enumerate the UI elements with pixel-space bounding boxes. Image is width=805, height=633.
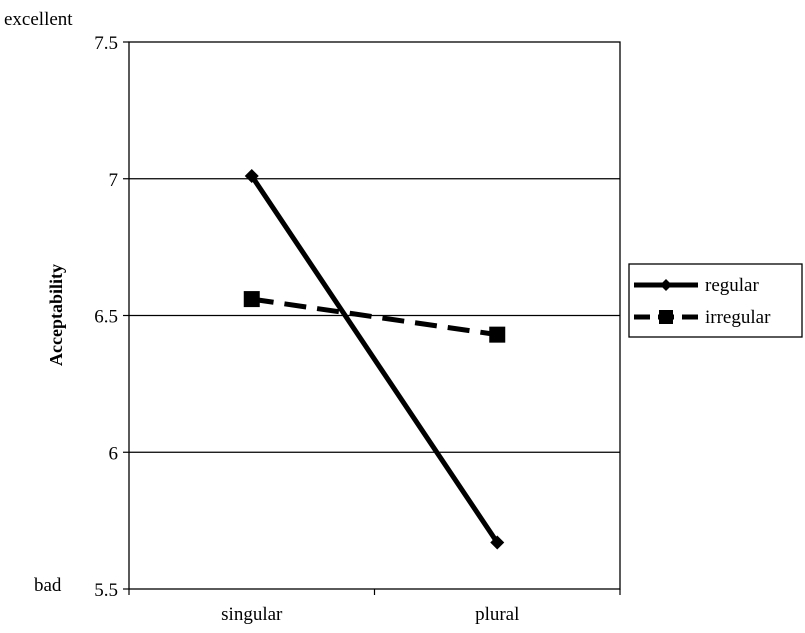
legend: regular irregular <box>628 263 803 338</box>
legend-label: regular <box>705 275 759 296</box>
annotation-top: excellent <box>4 9 73 30</box>
y-tick-label: 6 <box>109 443 119 464</box>
series-irregular <box>243 291 506 343</box>
x-tick-label: plural <box>475 604 519 625</box>
data-point-irregular <box>489 326 506 343</box>
gridlines <box>129 178 620 453</box>
legend-item-irregular: irregular <box>634 307 771 328</box>
y-tick-label: 7.5 <box>94 33 118 54</box>
series-line-irregular <box>251 296 498 338</box>
y-axis-title: Acceptability <box>46 264 66 366</box>
legend-label: irregular <box>705 307 771 328</box>
annotation-bottom: bad <box>34 575 62 596</box>
data-point-irregular <box>243 291 260 308</box>
y-tick-label: 6.5 <box>94 307 118 328</box>
series-layer <box>243 169 506 550</box>
x-axis: singular plural <box>128 589 621 625</box>
legend-marker <box>660 279 672 291</box>
data-point-regular <box>490 535 505 550</box>
legend-item-regular: regular <box>634 275 759 296</box>
series-regular <box>244 169 505 550</box>
y-tick-label: 7 <box>109 170 119 191</box>
legend-items: regular irregular <box>634 275 771 328</box>
y-axis: 5.5 6 6.5 7 7.5 <box>94 33 129 601</box>
data-point-regular <box>244 169 259 184</box>
series-line-regular <box>249 174 500 544</box>
legend-marker <box>659 310 673 324</box>
y-tick-label: 5.5 <box>94 580 118 601</box>
legend-box <box>628 263 803 338</box>
x-tick-label: singular <box>221 604 283 625</box>
